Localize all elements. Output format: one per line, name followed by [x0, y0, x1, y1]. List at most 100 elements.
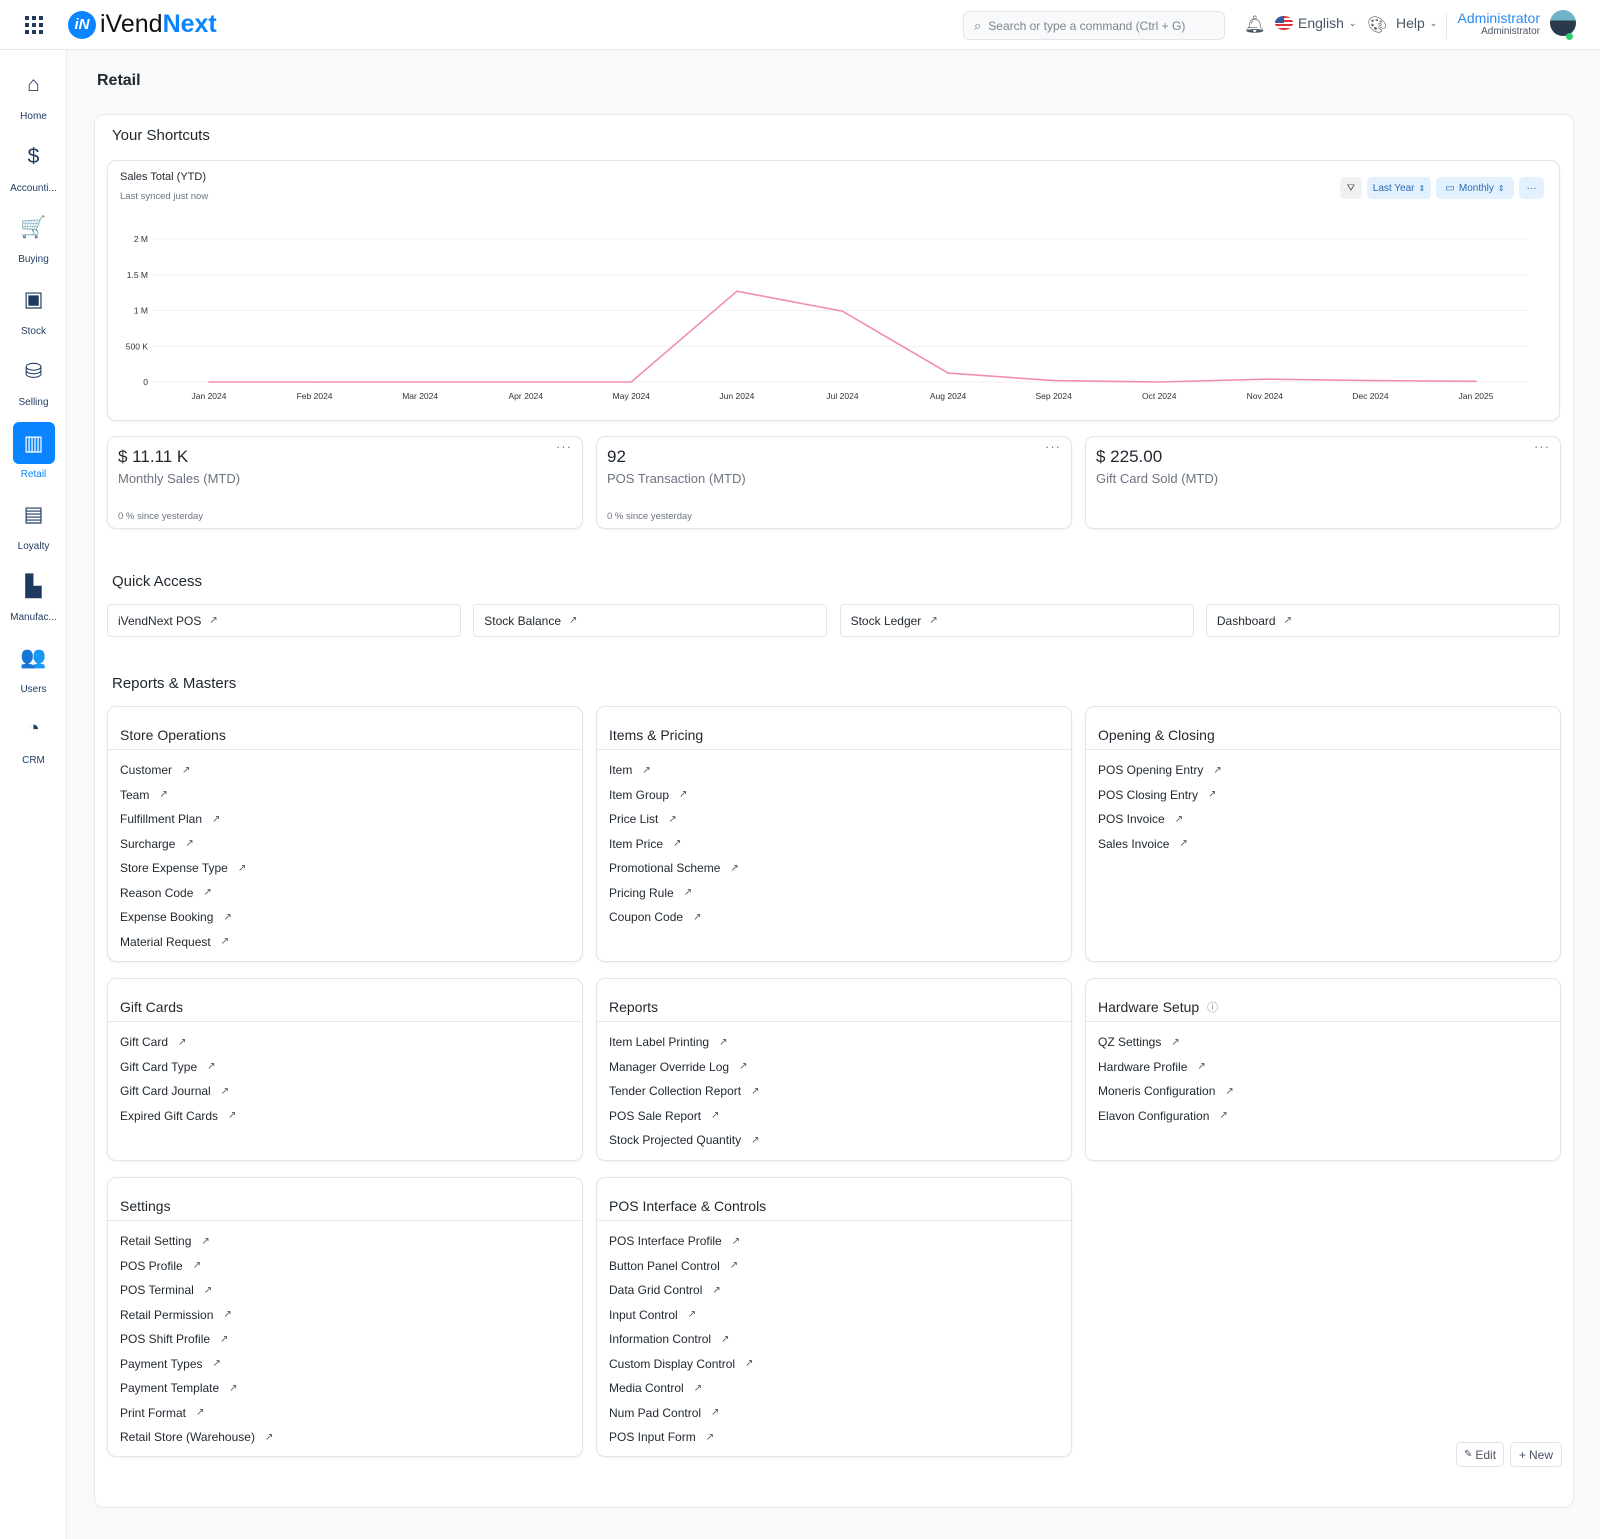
- new-button[interactable]: + New: [1510, 1442, 1562, 1467]
- x-tick-label: Aug 2024: [930, 391, 967, 401]
- report-link[interactable]: Expired Gift Cards ↗: [108, 1104, 582, 1129]
- report-link[interactable]: Retail Permission ↗: [108, 1303, 582, 1328]
- sidebar-item-loyalty[interactable]: ▤ Loyalty: [0, 494, 67, 552]
- y-tick-label: 1.5 M: [127, 270, 148, 280]
- report-link[interactable]: Hardware Profile ↗: [1086, 1055, 1560, 1080]
- more-icon[interactable]: ···: [556, 439, 572, 454]
- quick-access-link[interactable]: Stock Balance ↗: [473, 604, 828, 637]
- report-link[interactable]: Item ↗: [597, 758, 1071, 783]
- report-link[interactable]: Customer ↗: [108, 758, 582, 783]
- report-link[interactable]: POS Shift Profile ↗: [108, 1327, 582, 1352]
- language-dropdown[interactable]: English ⌄: [1275, 15, 1356, 31]
- report-link[interactable]: Gift Card ↗: [108, 1030, 582, 1055]
- sidebar-item-selling[interactable]: ⛁ Selling: [0, 350, 67, 409]
- report-link-label: Item: [609, 763, 633, 778]
- report-link[interactable]: Media Control ↗: [597, 1376, 1071, 1401]
- report-link[interactable]: Reason Code ↗: [108, 881, 582, 906]
- report-link[interactable]: Pricing Rule ↗: [597, 881, 1071, 906]
- report-link[interactable]: Fulfillment Plan ↗: [108, 807, 582, 832]
- quick-access-link[interactable]: iVendNext POS ↗: [107, 604, 461, 637]
- report-link[interactable]: POS Invoice ↗: [1086, 807, 1560, 832]
- sidebar-item-home[interactable]: ⌂ Home: [0, 64, 67, 122]
- report-link[interactable]: Input Control ↗: [597, 1303, 1071, 1328]
- period-select[interactable]: Last Year ⇕: [1367, 177, 1431, 199]
- help-circle-icon[interactable]: ⓘ: [1207, 1002, 1219, 1014]
- more-icon[interactable]: ···: [1045, 439, 1061, 454]
- report-link[interactable]: Payment Types ↗: [108, 1352, 582, 1377]
- app-grid-icon[interactable]: [25, 16, 43, 34]
- report-link[interactable]: Surcharge ↗: [108, 832, 582, 857]
- interval-select[interactable]: ▭ Monthly ⇕: [1436, 177, 1514, 199]
- report-link[interactable]: Moneris Configuration ↗: [1086, 1079, 1560, 1104]
- report-link[interactable]: Material Request ↗: [108, 930, 582, 955]
- chart-more-button[interactable]: ···: [1519, 177, 1544, 199]
- report-link[interactable]: QZ Settings ↗: [1086, 1030, 1560, 1055]
- report-link[interactable]: Retail Setting ↗: [108, 1229, 582, 1254]
- report-link[interactable]: POS Interface Profile ↗: [597, 1229, 1071, 1254]
- report-link-label: Print Format: [120, 1405, 187, 1420]
- quick-access-link[interactable]: Stock Ledger ↗: [839, 604, 1194, 637]
- report-link[interactable]: Stock Projected Quantity ↗: [597, 1128, 1071, 1153]
- more-icon[interactable]: ···: [1534, 439, 1550, 454]
- quick-access-link[interactable]: Dashboard ↗: [1205, 604, 1560, 637]
- report-link[interactable]: POS Input Form ↗: [597, 1425, 1071, 1450]
- report-link[interactable]: Retail Store (Warehouse) ↗: [108, 1425, 582, 1450]
- sidebar-item-manufac[interactable]: ▙ Manufac...: [0, 565, 67, 624]
- report-link[interactable]: Print Format ↗: [108, 1401, 582, 1426]
- report-link[interactable]: Data Grid Control ↗: [597, 1278, 1071, 1303]
- sidebar-item-stock[interactable]: ▣ Stock: [0, 279, 67, 337]
- sidebar: ⌂ Home $ Accounti... 🛒 Buying ▣ Stock ⛁ Selling ▥ R…: [0, 50, 67, 1539]
- report-link[interactable]: POS Opening Entry ↗: [1086, 758, 1560, 783]
- number-card[interactable]: 92 POS Transaction (MTD) 0 % since yesterd…: [596, 436, 1072, 529]
- report-link[interactable]: Tender Collection Report ↗: [597, 1079, 1071, 1104]
- report-link[interactable]: Information Control ↗: [597, 1327, 1071, 1352]
- external-arrow-icon: ↗: [693, 911, 702, 923]
- divider: [1446, 13, 1447, 39]
- filter-icon[interactable]: ⛛: [1340, 177, 1362, 199]
- report-link[interactable]: Manager Override Log ↗: [597, 1055, 1071, 1080]
- logo[interactable]: iN iVendNext: [68, 10, 217, 39]
- report-link[interactable]: Item Group ↗: [597, 783, 1071, 808]
- report-link-label: Surcharge: [120, 836, 176, 851]
- sidebar-item-accounti[interactable]: $ Accounti...: [0, 136, 67, 194]
- data-point: [630, 381, 633, 383]
- report-link[interactable]: POS Terminal ↗: [108, 1278, 582, 1303]
- palette-icon[interactable]: 🎨︎: [1367, 17, 1388, 34]
- sidebar-item-buying[interactable]: 🛒 Buying: [0, 207, 67, 265]
- external-arrow-icon: ↗: [1219, 1110, 1228, 1122]
- report-link[interactable]: Team ↗: [108, 783, 582, 808]
- report-link[interactable]: Gift Card Journal ↗: [108, 1079, 582, 1104]
- report-link[interactable]: Button Panel Control ↗: [597, 1254, 1071, 1279]
- help-dropdown[interactable]: Help ⌄: [1396, 15, 1437, 31]
- number-card[interactable]: $ 11.11 K Monthly Sales (MTD) 0 % since ye…: [107, 436, 583, 529]
- pie-chart-icon: ◔: [27, 717, 40, 741]
- report-link[interactable]: Expense Booking ↗: [108, 905, 582, 930]
- external-arrow-icon: ↗: [679, 789, 688, 801]
- report-link[interactable]: Custom Display Control ↗: [597, 1352, 1071, 1377]
- report-link[interactable]: Sales Invoice ↗: [1086, 832, 1560, 857]
- sidebar-item-users[interactable]: 👥 Users: [0, 637, 67, 695]
- report-link[interactable]: POS Closing Entry ↗: [1086, 783, 1560, 808]
- report-link[interactable]: Coupon Code ↗: [597, 905, 1071, 930]
- report-link[interactable]: Store Expense Type ↗: [108, 856, 582, 881]
- report-link-label: Material Request: [120, 934, 211, 949]
- sidebar-item-retail[interactable]: ▥ Retail: [0, 422, 67, 480]
- number-card[interactable]: $ 225.00 Gift Card Sold (MTD) ···: [1085, 436, 1561, 529]
- edit-button[interactable]: ✎ Edit: [1456, 1442, 1504, 1467]
- report-link[interactable]: Item Label Printing ↗: [597, 1030, 1071, 1055]
- report-link[interactable]: POS Sale Report ↗: [597, 1104, 1071, 1129]
- avatar[interactable]: [1550, 10, 1576, 36]
- sidebar-item-crm[interactable]: ◔ CRM: [0, 708, 67, 766]
- report-link[interactable]: Promotional Scheme ↗: [597, 856, 1071, 881]
- report-link[interactable]: Payment Template ↗: [108, 1376, 582, 1401]
- report-link[interactable]: Num Pad Control ↗: [597, 1401, 1071, 1426]
- bell-icon[interactable]: 🔔︎: [1244, 15, 1266, 34]
- report-link[interactable]: Item Price ↗: [597, 832, 1071, 857]
- data-point: [313, 381, 316, 383]
- user-menu[interactable]: Administrator Administrator: [1458, 10, 1540, 37]
- report-link[interactable]: Elavon Configuration ↗: [1086, 1104, 1560, 1129]
- report-link[interactable]: POS Profile ↗: [108, 1254, 582, 1279]
- report-link[interactable]: Price List ↗: [597, 807, 1071, 832]
- report-link[interactable]: Gift Card Type ↗: [108, 1055, 582, 1080]
- search-input[interactable]: ⌕ Search or type a command (Ctrl + G): [963, 11, 1225, 40]
